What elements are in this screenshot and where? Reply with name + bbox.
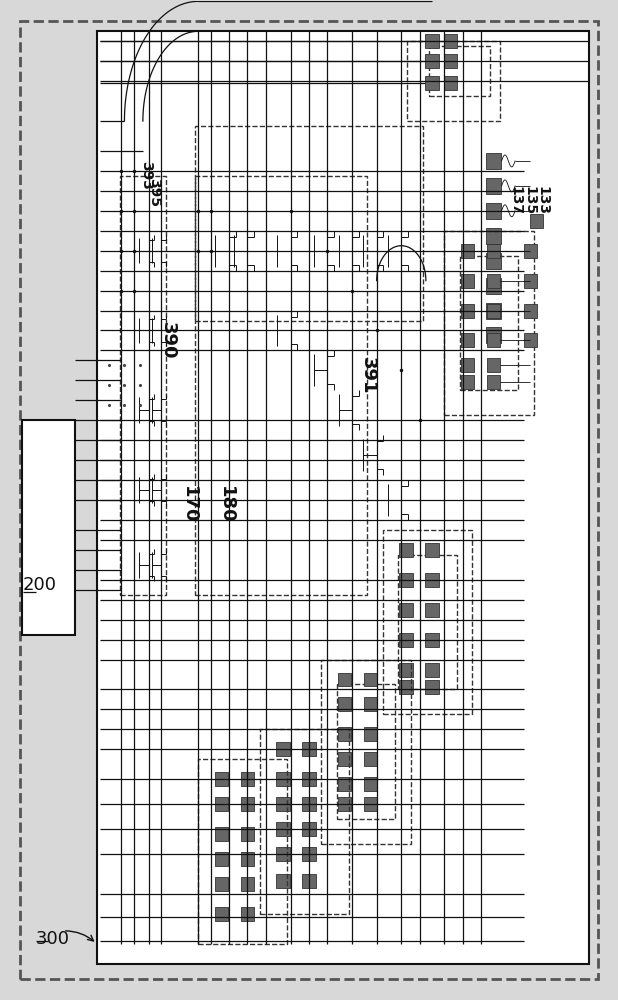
Bar <box>425 633 439 647</box>
Bar <box>240 852 254 866</box>
Bar <box>399 573 413 587</box>
Bar <box>425 663 439 677</box>
Bar <box>399 663 413 677</box>
Bar <box>444 34 457 48</box>
Bar <box>523 304 537 318</box>
Bar <box>364 697 378 711</box>
Bar <box>364 752 378 766</box>
Bar <box>461 333 475 347</box>
Bar <box>338 697 352 711</box>
Bar <box>276 742 290 756</box>
Bar <box>486 327 501 343</box>
Bar <box>215 852 229 866</box>
Bar <box>530 214 543 228</box>
Bar <box>338 797 352 811</box>
Bar <box>364 797 378 811</box>
Bar <box>399 633 413 647</box>
Bar <box>486 153 501 169</box>
Bar <box>461 375 475 389</box>
Bar <box>364 727 378 741</box>
Bar <box>22 420 75 635</box>
Bar <box>425 680 439 694</box>
Text: 300: 300 <box>35 930 69 948</box>
Bar <box>240 877 254 891</box>
Text: 170: 170 <box>180 486 198 524</box>
Bar <box>276 847 290 861</box>
Bar <box>399 680 413 694</box>
Bar <box>487 358 501 372</box>
Bar <box>215 797 229 811</box>
Text: 200: 200 <box>23 576 57 594</box>
Bar <box>444 54 457 68</box>
Bar <box>486 178 501 194</box>
Bar <box>461 304 475 318</box>
Bar <box>461 274 475 288</box>
Bar <box>240 907 254 921</box>
Bar <box>486 278 501 294</box>
Bar <box>302 847 316 861</box>
Bar <box>487 304 501 318</box>
Bar <box>486 228 501 244</box>
Bar <box>444 76 457 90</box>
Bar <box>276 874 290 888</box>
Bar <box>338 727 352 741</box>
Bar <box>487 244 501 258</box>
Bar <box>486 253 501 269</box>
Bar <box>215 907 229 921</box>
Bar <box>215 877 229 891</box>
Bar <box>240 797 254 811</box>
Bar <box>240 772 254 786</box>
Text: 393: 393 <box>139 161 153 190</box>
Text: 390: 390 <box>158 322 177 359</box>
Bar <box>302 797 316 811</box>
Bar <box>338 673 352 686</box>
Bar <box>302 742 316 756</box>
Text: 135: 135 <box>522 186 536 215</box>
Bar <box>487 375 501 389</box>
Bar <box>338 752 352 766</box>
Bar <box>487 333 501 347</box>
Bar <box>276 772 290 786</box>
Bar <box>523 244 537 258</box>
Bar <box>215 827 229 841</box>
Bar <box>364 673 378 686</box>
Bar <box>425 34 439 48</box>
Bar <box>486 303 501 319</box>
Bar <box>302 874 316 888</box>
Bar <box>461 244 475 258</box>
Bar <box>302 822 316 836</box>
Bar <box>425 573 439 587</box>
Bar <box>240 827 254 841</box>
Bar <box>338 777 352 791</box>
Bar <box>425 543 439 557</box>
Bar <box>364 777 378 791</box>
Bar <box>276 822 290 836</box>
Bar <box>425 603 439 617</box>
Text: 395: 395 <box>147 178 161 207</box>
Text: 391: 391 <box>358 357 376 394</box>
Bar <box>425 54 439 68</box>
Bar <box>461 358 475 372</box>
Bar <box>523 333 537 347</box>
Bar <box>399 603 413 617</box>
Text: 137: 137 <box>508 186 522 215</box>
Text: 133: 133 <box>536 186 550 215</box>
Bar <box>215 772 229 786</box>
Bar <box>523 274 537 288</box>
Bar <box>276 797 290 811</box>
Bar <box>399 543 413 557</box>
Text: 180: 180 <box>217 486 235 524</box>
Bar <box>97 31 589 964</box>
Bar <box>486 203 501 219</box>
Bar <box>302 772 316 786</box>
Bar <box>425 76 439 90</box>
Bar <box>487 274 501 288</box>
